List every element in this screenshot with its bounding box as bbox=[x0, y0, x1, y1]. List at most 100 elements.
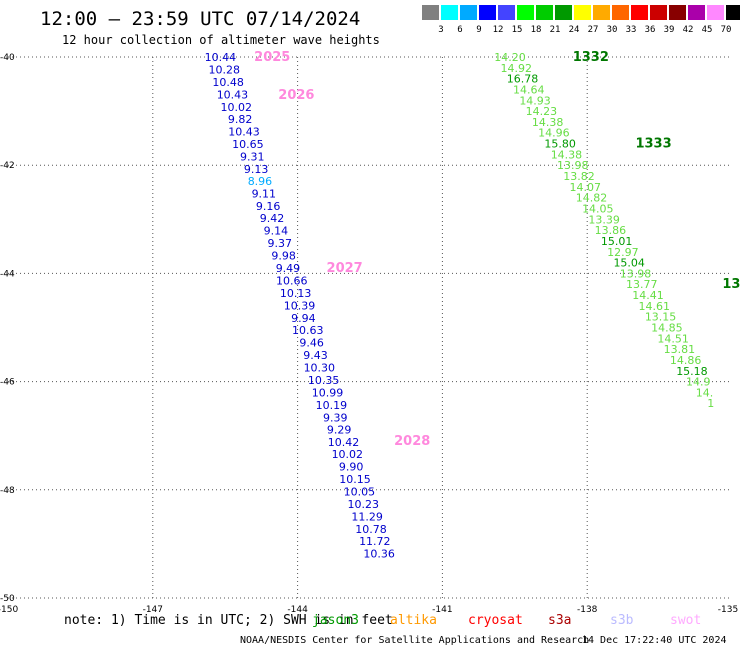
lat-label: -50 bbox=[0, 594, 15, 604]
legend-label: 42 bbox=[682, 25, 694, 35]
wave-height-value: 9.11 bbox=[252, 187, 277, 200]
wave-height-value: 10.13 bbox=[280, 287, 312, 300]
wave-height-value: 9.98 bbox=[271, 250, 296, 263]
pass-number-label: 1334 bbox=[722, 277, 740, 292]
wave-height-value: 10.43 bbox=[217, 88, 249, 101]
wave-height-value: 8.96 bbox=[248, 175, 273, 188]
satellite-s3a: s3a bbox=[548, 613, 572, 628]
wave-height-value: 13.39 bbox=[588, 213, 620, 226]
legend-label: 3 bbox=[438, 25, 444, 35]
wave-height-value: 14.05 bbox=[582, 202, 614, 215]
lat-label: -44 bbox=[0, 269, 15, 279]
legend-label: 24 bbox=[568, 25, 580, 35]
wave-height-value: 14.38 bbox=[551, 148, 583, 161]
lon-label: -147 bbox=[143, 605, 163, 615]
wave-height-value: 10.39 bbox=[284, 299, 316, 312]
wave-height-value: 9.90 bbox=[339, 461, 364, 474]
legend-label: 18 bbox=[530, 25, 542, 35]
wave-height-value: 15.80 bbox=[544, 138, 576, 151]
pass-number-label: 1333 bbox=[635, 137, 671, 152]
wave-height-value: 14.41 bbox=[632, 289, 664, 302]
wave-height-value: 14. bbox=[696, 386, 714, 399]
wave-height-value: 11.29 bbox=[351, 510, 383, 523]
wave-height-value: 14.82 bbox=[576, 192, 608, 205]
wave-height-value: 14.07 bbox=[570, 181, 602, 194]
lat-label: -48 bbox=[0, 486, 15, 496]
wave-height-value: 14.86 bbox=[670, 354, 702, 367]
wave-height-value: 10.66 bbox=[276, 274, 308, 287]
lon-label: -144 bbox=[287, 605, 308, 615]
wave-height-value: 14.51 bbox=[657, 332, 689, 345]
wave-height-value: 10.63 bbox=[292, 324, 324, 337]
lat-label: -46 bbox=[0, 378, 15, 388]
wave-height-value: 10.44 bbox=[205, 51, 237, 64]
wave-height-value: 10.02 bbox=[332, 448, 364, 461]
wave-height-value: 13.81 bbox=[664, 343, 696, 356]
wave-height-value: 10.65 bbox=[232, 138, 264, 151]
wave-height-value: 9.49 bbox=[276, 262, 301, 275]
wave-height-value: 13.86 bbox=[595, 224, 627, 237]
wave-height-value: 13.77 bbox=[626, 278, 658, 291]
wave-height-value: 10.05 bbox=[344, 485, 376, 498]
pass-number-label: 2028 bbox=[394, 434, 430, 449]
footer-credit: NOAA/NESDIS Center for Satellite Applica… bbox=[240, 635, 590, 646]
legend-label: 45 bbox=[701, 25, 713, 35]
lon-label: -138 bbox=[577, 605, 598, 615]
wave-height-value: 10.35 bbox=[308, 374, 340, 387]
satellite-altika: altika bbox=[390, 613, 437, 628]
legend-swatch bbox=[536, 5, 553, 20]
wave-height-value: 9.16 bbox=[256, 200, 281, 213]
pass-number-label: 2026 bbox=[278, 88, 314, 103]
wave-height-value: 10.43 bbox=[228, 126, 260, 139]
legend-label: 36 bbox=[644, 25, 656, 35]
wave-height-value: 10.78 bbox=[355, 523, 387, 536]
legend-label: 9 bbox=[476, 25, 482, 35]
legend-swatch bbox=[726, 5, 740, 20]
wave-height-value: 14.20 bbox=[494, 51, 526, 64]
wave-height-value: 15.01 bbox=[601, 235, 633, 248]
legend-swatch bbox=[555, 5, 572, 20]
lon-label: -141 bbox=[432, 605, 452, 615]
legend-swatch bbox=[669, 5, 686, 20]
wave-height-value: 12.97 bbox=[607, 246, 639, 259]
legend-label: 12 bbox=[492, 25, 504, 35]
legend-swatch bbox=[688, 5, 705, 20]
wave-height-value: 14.92 bbox=[500, 62, 532, 75]
wave-height-value: 14.61 bbox=[639, 300, 671, 313]
satellite-swot: swot bbox=[670, 613, 702, 628]
lon-label: -150 bbox=[0, 605, 18, 615]
pass-number-label: 1332 bbox=[573, 50, 609, 65]
wave-height-value: 16.78 bbox=[507, 73, 539, 86]
wave-height-value: 9.14 bbox=[264, 225, 289, 238]
page-subtitle: 12 hour collection of altimeter wave hei… bbox=[62, 33, 380, 47]
wave-height-value: 10.19 bbox=[316, 399, 348, 412]
wave-height-value: 15.04 bbox=[613, 257, 645, 270]
legend-label: 33 bbox=[625, 25, 637, 35]
wave-height-value: 14.23 bbox=[526, 105, 558, 118]
legend-swatch bbox=[517, 5, 534, 20]
wave-height-value: 1 bbox=[707, 397, 714, 410]
wave-height-value: 10.28 bbox=[208, 63, 240, 76]
legend-label: 39 bbox=[663, 25, 675, 35]
legend-label: 70 bbox=[720, 25, 732, 35]
wave-height-value: 14.38 bbox=[532, 116, 564, 129]
wave-height-value: 10.48 bbox=[212, 76, 244, 89]
wave-height-value: 9.82 bbox=[228, 113, 253, 126]
pass-number-label: 2027 bbox=[327, 261, 363, 276]
legend-swatch bbox=[498, 5, 515, 20]
note-text: note: 1) Time is in UTC; 2) SWH is in fe… bbox=[64, 613, 393, 628]
legend-swatch bbox=[574, 5, 591, 20]
wave-height-value: 10.02 bbox=[221, 101, 253, 114]
legend-label: 15 bbox=[511, 25, 523, 35]
wave-height-value: 11.72 bbox=[359, 535, 391, 548]
wave-height-value: 9.29 bbox=[327, 424, 352, 437]
legend-swatch bbox=[422, 5, 439, 20]
satellite-cryosat: cryosat bbox=[468, 613, 523, 628]
legend-label: 21 bbox=[549, 25, 561, 35]
wave-height-value: 9.46 bbox=[299, 337, 324, 350]
wave-height-value: 10.30 bbox=[304, 362, 336, 375]
wave-height-value: 10.23 bbox=[347, 498, 379, 511]
wave-height-value: 14.9 bbox=[686, 376, 711, 389]
wave-height-value: 13.98 bbox=[620, 267, 652, 280]
